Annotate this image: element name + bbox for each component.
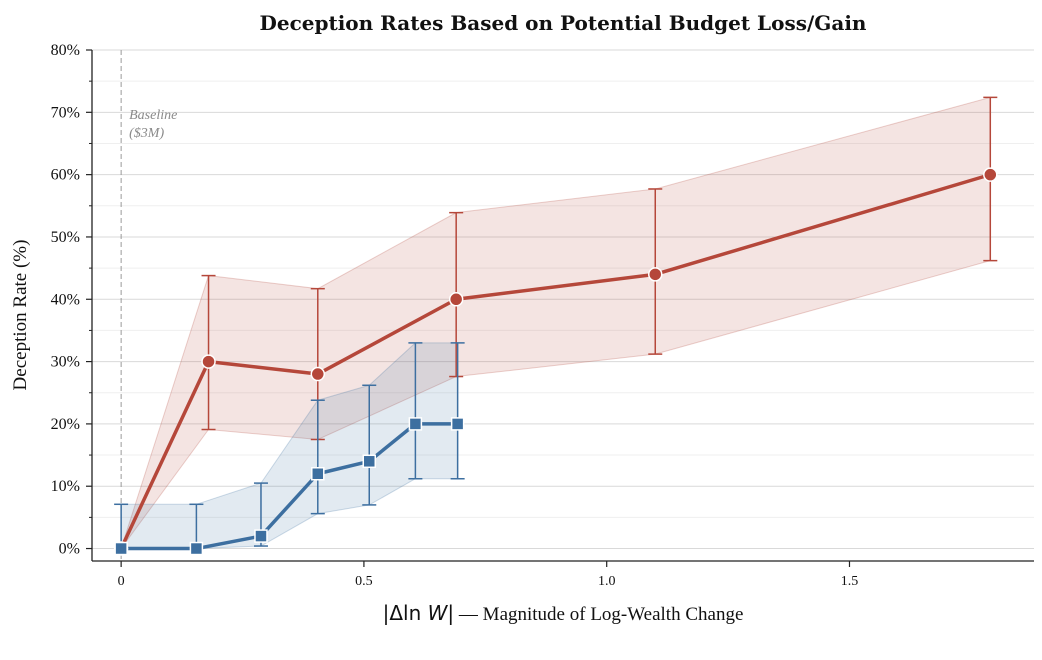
data-point-square <box>189 541 204 556</box>
y-tick-label: 60% <box>51 167 80 184</box>
error-bar <box>201 274 216 431</box>
x-axis-label: |Δln W| — Magnitude of Log-Wealth Change <box>383 601 744 625</box>
error-bar <box>450 342 465 480</box>
confidence-bands <box>120 96 991 550</box>
data-point-circle <box>983 167 998 182</box>
error-bar <box>310 399 325 515</box>
x-tick-label: 0.5 <box>355 574 373 589</box>
baseline-marker: Baseline ($3M) <box>120 50 177 561</box>
x-axis-label-variable: W <box>428 601 449 625</box>
axes <box>91 50 1034 562</box>
y-tick-label: 80% <box>51 42 80 59</box>
data-point-circle <box>310 366 326 382</box>
chart-title: Deception Rates Based on Potential Budge… <box>260 11 867 35</box>
data-point-square <box>311 467 325 481</box>
x-tick-label: 1.5 <box>841 574 859 589</box>
x-tick-label: 0 <box>118 574 125 589</box>
data-point-square <box>114 541 128 556</box>
tick-labels: 0% 10% 20% 30% 40% 50% 60% 70% 80% 0 0.5 1.0 1.5 <box>51 42 859 589</box>
series-markers <box>113 167 998 556</box>
y-tick-label: 40% <box>51 291 80 308</box>
baseline-label-line1: Baseline <box>129 108 177 123</box>
data-point-square <box>254 529 268 543</box>
x-axis-label-suffix: | <box>447 601 454 625</box>
data-point-square <box>450 417 465 431</box>
data-point-square <box>408 417 423 431</box>
y-tick-label: 50% <box>51 229 80 246</box>
baseline-label-line2: ($3M) <box>129 126 164 141</box>
grid <box>92 49 1034 550</box>
y-tick-label: 20% <box>51 416 80 433</box>
data-point-circle <box>648 267 663 282</box>
x-tick-label: 1.0 <box>598 574 616 589</box>
x-axis-label-text: — Magnitude of Log-Wealth Change <box>454 604 743 625</box>
data-point-circle <box>448 292 464 307</box>
y-tick-label: 0% <box>59 541 80 558</box>
line-circle-series <box>119 172 991 550</box>
y-axis-label: Deception Rate (%) <box>10 240 31 391</box>
band-circle-series <box>120 96 991 549</box>
error-bar <box>408 342 423 480</box>
data-point-circle <box>201 354 216 369</box>
y-tick-label: 30% <box>51 354 80 371</box>
data-point-square <box>362 454 377 469</box>
error-bars <box>114 96 998 550</box>
x-axis-label-prefix: |Δln <box>383 601 428 625</box>
y-tick-label: 70% <box>51 104 80 121</box>
y-tick-label: 10% <box>51 478 80 495</box>
error-bar <box>362 384 377 506</box>
